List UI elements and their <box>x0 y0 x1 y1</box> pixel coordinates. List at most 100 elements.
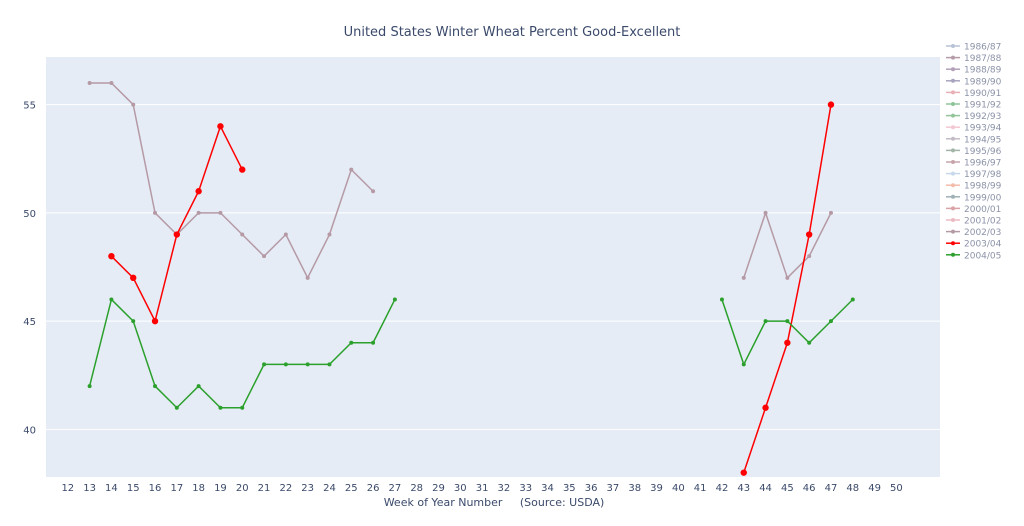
legend-label: 1990/91 <box>964 89 1001 99</box>
data-point[interactable] <box>218 405 223 410</box>
data-point[interactable] <box>305 362 310 367</box>
legend-item-2003-04[interactable]: 2003/04 <box>946 240 1002 250</box>
legend-item-1987-88[interactable]: 1987/88 <box>946 54 1002 64</box>
legend-item-1996-97[interactable]: 1996/97 <box>946 159 1001 169</box>
data-point[interactable] <box>805 231 813 238</box>
data-point[interactable] <box>327 232 332 237</box>
data-point[interactable] <box>240 232 245 237</box>
x-tick-label: 15 <box>127 483 140 494</box>
legend-item-1994-95[interactable]: 1994/95 <box>946 135 1001 145</box>
data-point[interactable] <box>785 319 790 324</box>
legend-swatch-marker <box>951 171 955 176</box>
legend-item-2002-03[interactable]: 2002/03 <box>946 228 1001 238</box>
legend-item-1988-89[interactable]: 1988/89 <box>946 66 1002 76</box>
legend-item-1997-98[interactable]: 1997/98 <box>946 170 1002 180</box>
data-point[interactable] <box>87 384 92 389</box>
legend-item-2000-01[interactable]: 2000/01 <box>946 205 1001 215</box>
legend-item-1986-87[interactable]: 1986/87 <box>946 43 1001 53</box>
data-point[interactable] <box>262 254 267 259</box>
x-tick-label: 28 <box>410 483 423 494</box>
data-point[interactable] <box>371 189 376 194</box>
x-tick-label: 13 <box>83 483 96 494</box>
data-point[interactable] <box>131 102 136 107</box>
data-point[interactable] <box>392 297 397 302</box>
data-point[interactable] <box>196 384 201 389</box>
data-point[interactable] <box>87 80 92 85</box>
data-point[interactable] <box>262 362 267 367</box>
data-point[interactable] <box>719 297 724 302</box>
legend-item-1995-96[interactable]: 1995/96 <box>946 147 1002 157</box>
data-point[interactable] <box>349 167 354 172</box>
x-tick-label: 47 <box>825 483 838 494</box>
x-tick-label: 49 <box>868 483 881 494</box>
data-point[interactable] <box>173 231 181 238</box>
data-point[interactable] <box>784 339 791 346</box>
data-point[interactable] <box>153 210 158 215</box>
x-tick-labels: 12 13 14 15 16 17 18 19 20 21 22 23 24 25 26 27 28 29 30 31… <box>61 483 902 494</box>
data-point[interactable] <box>283 362 288 367</box>
legend-item-2001-02[interactable]: 2001/02 <box>946 217 1001 227</box>
data-point[interactable] <box>108 252 115 260</box>
legend-swatch-marker <box>951 194 955 199</box>
data-point[interactable] <box>785 275 790 280</box>
y-tick-label: 45 <box>23 317 36 328</box>
legend-item-1991-92[interactable]: 1991/92 <box>946 101 1001 111</box>
data-point[interactable] <box>828 319 833 324</box>
series-2004-05 <box>87 297 855 410</box>
legend-label: 1994/95 <box>964 135 1001 145</box>
legend-label: 1987/88 <box>964 54 1002 64</box>
data-point[interactable] <box>349 340 354 345</box>
data-point[interactable] <box>763 319 768 324</box>
data-point[interactable] <box>740 469 747 476</box>
x-tick-label: 45 <box>781 483 794 494</box>
data-point[interactable] <box>850 297 855 302</box>
y-tick-label: 50 <box>23 209 36 220</box>
x-tick-label: 37 <box>607 483 620 494</box>
data-point[interactable] <box>327 362 332 367</box>
x-tick-label: 41 <box>694 483 707 494</box>
data-point[interactable] <box>763 210 768 215</box>
data-point[interactable] <box>195 188 202 195</box>
legend-item-1998-99[interactable]: 1998/99 <box>946 182 1002 192</box>
data-point[interactable] <box>807 340 812 345</box>
legend-item-1990-91[interactable]: 1990/91 <box>946 89 1001 99</box>
data-point[interactable] <box>174 405 179 410</box>
legend-swatch-marker <box>951 67 955 72</box>
data-point[interactable] <box>130 274 137 282</box>
legend-item-1989-90[interactable]: 1989/90 <box>946 77 1002 87</box>
legend-swatch-marker <box>951 252 955 257</box>
x-tick-label: 14 <box>105 483 118 494</box>
data-point[interactable] <box>807 254 812 259</box>
data-point[interactable] <box>240 405 245 410</box>
data-point[interactable] <box>218 210 223 215</box>
data-point[interactable] <box>217 123 224 130</box>
data-point[interactable] <box>827 101 835 108</box>
legend-label: 2000/01 <box>964 205 1001 215</box>
data-point[interactable] <box>741 362 746 367</box>
data-point[interactable] <box>762 404 769 411</box>
data-point[interactable] <box>196 210 201 215</box>
x-tick-label: 33 <box>519 483 532 494</box>
legend-label: 2004/05 <box>964 251 1001 261</box>
y-tick-labels: 40 45 50 55 <box>23 101 36 437</box>
data-point[interactable] <box>305 275 310 280</box>
data-point[interactable] <box>371 340 376 345</box>
data-point[interactable] <box>109 297 114 302</box>
data-point[interactable] <box>828 210 833 215</box>
legend-item-1992-93[interactable]: 1992/93 <box>946 112 1001 122</box>
data-point[interactable] <box>151 317 159 325</box>
legend-label: 1995/96 <box>964 147 1002 157</box>
legend-item-1993-94[interactable]: 1993/94 <box>946 124 1002 134</box>
data-point[interactable] <box>239 166 246 173</box>
data-point[interactable] <box>131 319 136 324</box>
legend-item-2004-05[interactable]: 2004/05 <box>946 251 1001 261</box>
data-point[interactable] <box>153 384 158 389</box>
legend-swatch-marker <box>951 78 955 83</box>
data-point[interactable] <box>283 232 288 237</box>
legend-item-1999-00[interactable]: 1999/00 <box>946 193 1002 203</box>
series-line <box>89 82 374 280</box>
data-point[interactable] <box>109 80 114 85</box>
data-point[interactable] <box>741 275 746 280</box>
